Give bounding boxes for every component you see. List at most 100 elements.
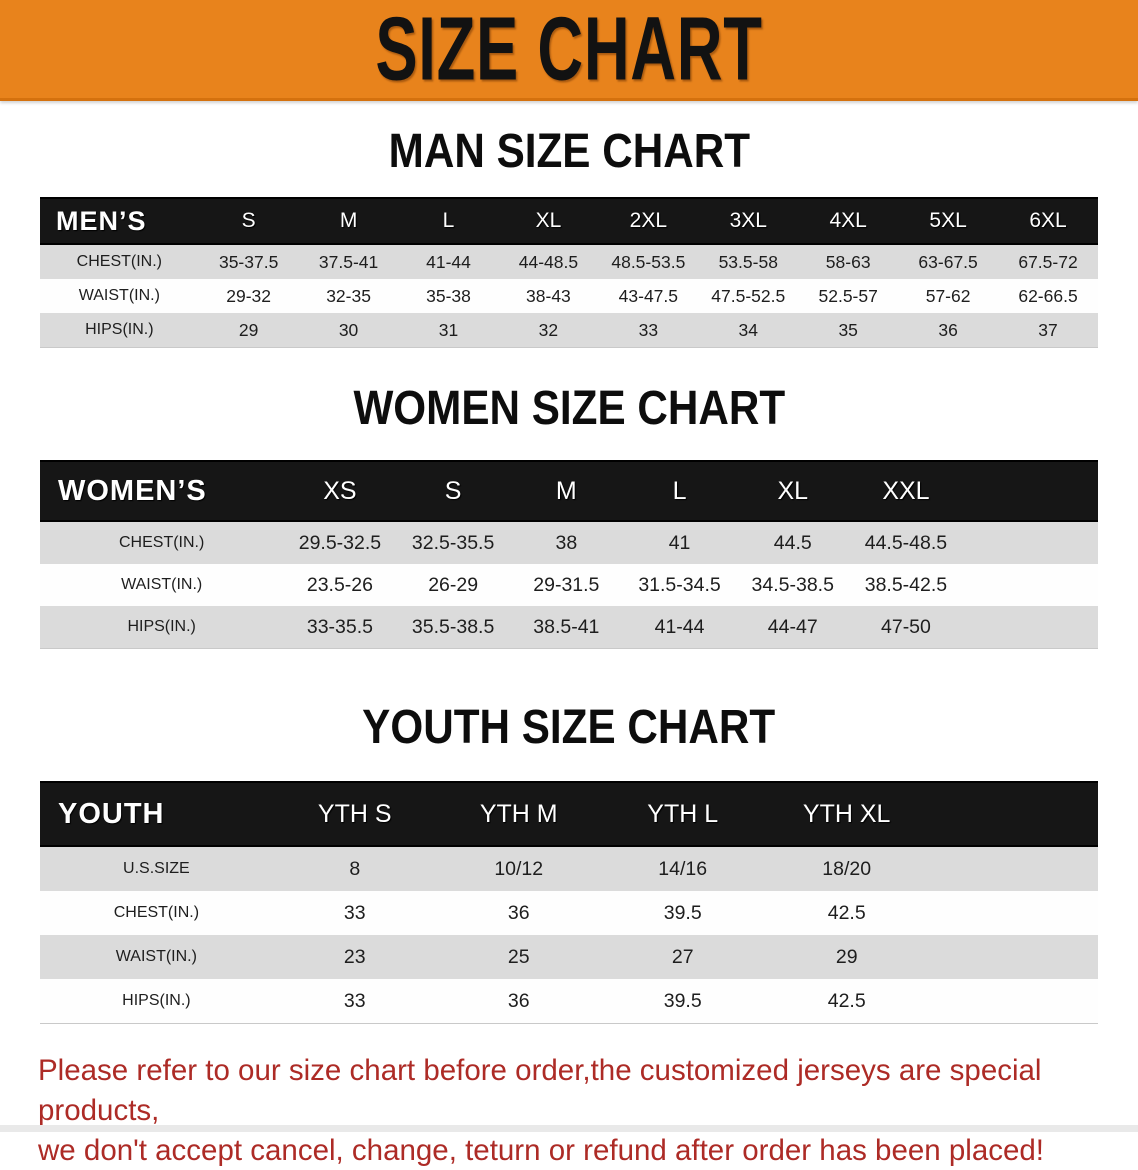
row-label: CHEST(IN.) bbox=[40, 244, 199, 279]
women-size-header: XXL bbox=[849, 460, 963, 522]
men-waist-row: WAIST(IN.) 29-32 32-35 35-38 38-43 43-47… bbox=[40, 279, 1098, 313]
youth-section-heading: YOUTH SIZE CHART bbox=[0, 704, 1138, 752]
men-size-header: 5XL bbox=[898, 197, 999, 245]
men-size-header: 4XL bbox=[798, 197, 899, 245]
spacer-cell bbox=[928, 935, 1098, 979]
disclaimer-line-2: we don't accept cancel, change, teturn o… bbox=[38, 1133, 1044, 1167]
banner-title: SIZE CHART bbox=[375, 0, 763, 99]
cell: 29 bbox=[198, 313, 299, 348]
row-label: WAIST(IN.) bbox=[40, 564, 284, 606]
cell: 48.5-53.5 bbox=[598, 244, 699, 279]
row-label: WAIST(IN.) bbox=[40, 279, 199, 313]
youth-hips-row: HIPS(IN.) 33 36 39.5 42.5 bbox=[40, 979, 1098, 1024]
spacer-cell bbox=[928, 979, 1098, 1024]
row-label: HIPS(IN.) bbox=[40, 606, 284, 649]
cell: 18/20 bbox=[764, 846, 929, 891]
women-hips-row: HIPS(IN.) 33-35.5 35.5-38.5 38.5-41 41-4… bbox=[40, 606, 1098, 649]
cell: 44-47 bbox=[736, 606, 850, 649]
cell: 42.5 bbox=[764, 891, 929, 935]
row-label: CHEST(IN.) bbox=[40, 891, 273, 935]
youth-size-header: YTH S bbox=[272, 781, 437, 847]
cell: 35.5-38.5 bbox=[396, 606, 510, 649]
cell: 39.5 bbox=[600, 979, 765, 1024]
men-heading-text: MAN SIZE CHART bbox=[388, 125, 750, 178]
men-section-heading: MAN SIZE CHART bbox=[0, 128, 1138, 176]
cell: 38 bbox=[509, 521, 623, 564]
spacer-cell bbox=[962, 521, 1098, 564]
cell: 33 bbox=[598, 313, 699, 348]
youth-header-label: YOUTH bbox=[40, 781, 273, 847]
spacer-cell bbox=[928, 891, 1098, 935]
youth-size-table: YOUTH YTH S YTH M YTH L YTH XL U.S.SIZE … bbox=[40, 781, 1098, 1024]
cell: 27 bbox=[600, 935, 765, 979]
men-size-header: 6XL bbox=[998, 197, 1098, 245]
youth-size-header: YTH XL bbox=[764, 781, 929, 847]
cell: 44.5 bbox=[736, 521, 850, 564]
men-header-label: MEN’S bbox=[40, 197, 199, 245]
youth-waist-row: WAIST(IN.) 23 25 27 29 bbox=[40, 935, 1098, 979]
men-size-header: L bbox=[398, 197, 499, 245]
cell: 29-31.5 bbox=[509, 564, 623, 606]
women-waist-row: WAIST(IN.) 23.5-26 26-29 29-31.5 31.5-34… bbox=[40, 564, 1098, 606]
cell: 52.5-57 bbox=[798, 279, 899, 313]
cell: 35-37.5 bbox=[198, 244, 299, 279]
men-chest-row: CHEST(IN.) 35-37.5 37.5-41 41-44 44-48.5… bbox=[40, 244, 1098, 279]
disclaimer-line-1: Please refer to our size chart before or… bbox=[38, 1054, 1042, 1127]
men-header-row: MEN’S S M L XL 2XL 3XL 4XL 5XL 6XL bbox=[40, 197, 1098, 245]
cell: 36 bbox=[436, 979, 601, 1024]
women-header-row: WOMEN’S XS S M L XL XXL bbox=[40, 460, 1098, 522]
cell: 25 bbox=[436, 935, 601, 979]
cell: 30 bbox=[298, 313, 399, 348]
spacer-cell bbox=[962, 460, 1098, 522]
youth-chest-row: CHEST(IN.) 33 36 39.5 42.5 bbox=[40, 891, 1098, 935]
men-size-header: M bbox=[298, 197, 399, 245]
cell: 29 bbox=[764, 935, 929, 979]
men-hips-row: HIPS(IN.) 29 30 31 32 33 34 35 36 37 bbox=[40, 313, 1098, 348]
cell: 29-32 bbox=[198, 279, 299, 313]
cell: 44-48.5 bbox=[498, 244, 599, 279]
youth-size-header: YTH L bbox=[600, 781, 765, 847]
cell: 33 bbox=[272, 979, 437, 1024]
youth-header-row: YOUTH YTH S YTH M YTH L YTH XL bbox=[40, 781, 1098, 847]
cell: 8 bbox=[272, 846, 437, 891]
spacer-cell bbox=[928, 846, 1098, 891]
women-size-header: M bbox=[509, 460, 623, 522]
cell: 62-66.5 bbox=[998, 279, 1098, 313]
cell: 36 bbox=[898, 313, 999, 348]
bottom-edge-strip bbox=[0, 1125, 1138, 1132]
cell: 38.5-41 bbox=[509, 606, 623, 649]
men-size-header: XL bbox=[498, 197, 599, 245]
spacer-cell bbox=[928, 781, 1098, 847]
row-label: CHEST(IN.) bbox=[40, 521, 284, 564]
cell: 33 bbox=[272, 891, 437, 935]
cell: 34 bbox=[698, 313, 799, 348]
cell: 44.5-48.5 bbox=[849, 521, 963, 564]
cell: 31 bbox=[398, 313, 499, 348]
cell: 39.5 bbox=[600, 891, 765, 935]
women-header-label: WOMEN’S bbox=[40, 460, 284, 522]
cell: 53.5-58 bbox=[698, 244, 799, 279]
cell: 31.5-34.5 bbox=[622, 564, 737, 606]
row-label: U.S.SIZE bbox=[40, 846, 273, 891]
cell: 37 bbox=[998, 313, 1098, 348]
women-size-header: L bbox=[622, 460, 737, 522]
cell: 10/12 bbox=[436, 846, 601, 891]
men-size-table: MEN’S S M L XL 2XL 3XL 4XL 5XL 6XL CHEST… bbox=[40, 197, 1098, 348]
cell: 41-44 bbox=[622, 606, 737, 649]
cell: 35-38 bbox=[398, 279, 499, 313]
spacer-cell bbox=[962, 606, 1098, 649]
youth-size-header: YTH M bbox=[436, 781, 601, 847]
cell: 57-62 bbox=[898, 279, 999, 313]
cell: 35 bbox=[798, 313, 899, 348]
cell: 43-47.5 bbox=[598, 279, 699, 313]
cell: 32-35 bbox=[298, 279, 399, 313]
cell: 38-43 bbox=[498, 279, 599, 313]
row-label: WAIST(IN.) bbox=[40, 935, 273, 979]
row-label: HIPS(IN.) bbox=[40, 313, 199, 348]
cell: 38.5-42.5 bbox=[849, 564, 963, 606]
women-size-header: XS bbox=[283, 460, 397, 522]
cell: 29.5-32.5 bbox=[283, 521, 397, 564]
women-heading-text: WOMEN SIZE CHART bbox=[353, 382, 785, 435]
cell: 32 bbox=[498, 313, 599, 348]
